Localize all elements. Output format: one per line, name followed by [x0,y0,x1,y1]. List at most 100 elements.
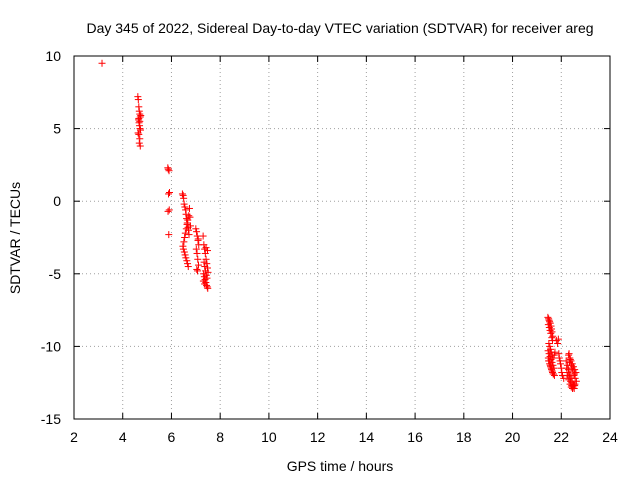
data-point [554,339,562,347]
data-point [571,374,579,382]
data-point [135,114,143,122]
data-point [182,254,190,262]
data-point [186,213,194,221]
data-point [569,367,577,375]
data-point [550,351,558,359]
data-point [193,228,201,236]
data-point [548,334,556,342]
data-point [194,261,202,269]
data-point [555,354,563,362]
data-point [557,360,565,368]
data-point [545,357,553,365]
y-tick-label: 0 [53,193,61,209]
data-point [181,251,189,259]
y-axis-label: SDTVAR / TECUs [7,182,23,294]
data-point [565,376,573,384]
data-point [181,203,189,211]
data-point [194,267,202,275]
x-tick-label: 16 [407,429,423,445]
data-point [546,353,554,361]
data-point [199,277,207,285]
data-point [572,377,580,385]
data-point [554,335,562,343]
data-point [564,371,572,379]
data-point [183,257,191,265]
y-tick-label: 5 [53,121,61,137]
data-point [545,324,553,332]
data-point [180,238,188,246]
data-point [204,247,212,255]
data-point [203,274,211,282]
y-tick-label: -5 [49,266,62,282]
plot-frame [73,55,611,420]
data-point [570,382,578,390]
data-point [199,232,207,240]
data-point [164,207,172,215]
data-point [178,190,186,198]
data-point [165,190,173,198]
data-point [192,225,200,233]
data-point [565,350,573,358]
x-tick-label: 18 [456,429,472,445]
data-point [193,265,201,273]
data-point [180,248,188,256]
data-point [558,369,566,377]
x-tick-label: 6 [168,429,176,445]
data-point [180,200,188,208]
x-tick-labels: 2 4 6 8 10 12 14 16 18 20 22 24 [70,429,618,445]
data-point [183,220,191,228]
data-point [166,188,174,196]
data-point [185,204,193,212]
data-point [194,235,202,243]
data-point [179,245,187,253]
x-tick-label: 22 [553,429,569,445]
data-point [136,117,144,125]
data-point [194,255,202,263]
data-point [185,231,193,239]
x-tick-label: 12 [310,429,326,445]
data-point [201,245,209,253]
y-tick-label: -10 [41,338,61,354]
data-point [544,321,552,329]
y-tick-labels: -15 -10 -5 0 5 10 [41,48,61,427]
grid-lines [74,56,610,419]
data-point [165,206,173,214]
data-point [193,249,201,257]
data-point [546,342,554,350]
data-point [544,354,552,362]
data-point [134,129,142,137]
x-tick-label: 24 [602,429,618,445]
data-point [185,212,193,220]
data-point [165,231,173,239]
data-point [550,371,558,379]
x-tick-label: 10 [261,429,277,445]
data-point [134,96,142,104]
data-point [201,263,209,271]
data-point [202,271,210,279]
chart-title: Day 345 of 2022, Sidereal Day-to-day VTE… [86,20,593,36]
x-tick-label: 2 [70,429,78,445]
data-point [546,326,554,334]
x-tick-label: 20 [505,429,521,445]
data-point [568,364,576,372]
data-point [164,165,172,173]
data-point [568,385,576,393]
x-axis-label: GPS time / hours [287,458,394,474]
data-point [135,139,143,147]
data-point [202,267,210,275]
data-point [549,370,557,378]
data-point [546,361,554,369]
x-tick-label: 8 [216,429,224,445]
data-point [193,232,201,240]
x-tick-label: 4 [119,429,127,445]
data-point [570,370,578,378]
data-point [201,280,209,288]
data-point [545,339,553,347]
data-point [547,329,555,337]
data-point [181,229,189,237]
data-point [202,244,210,252]
y-tick-label: 10 [45,48,61,64]
data-point [548,367,556,375]
data-point [566,358,574,366]
